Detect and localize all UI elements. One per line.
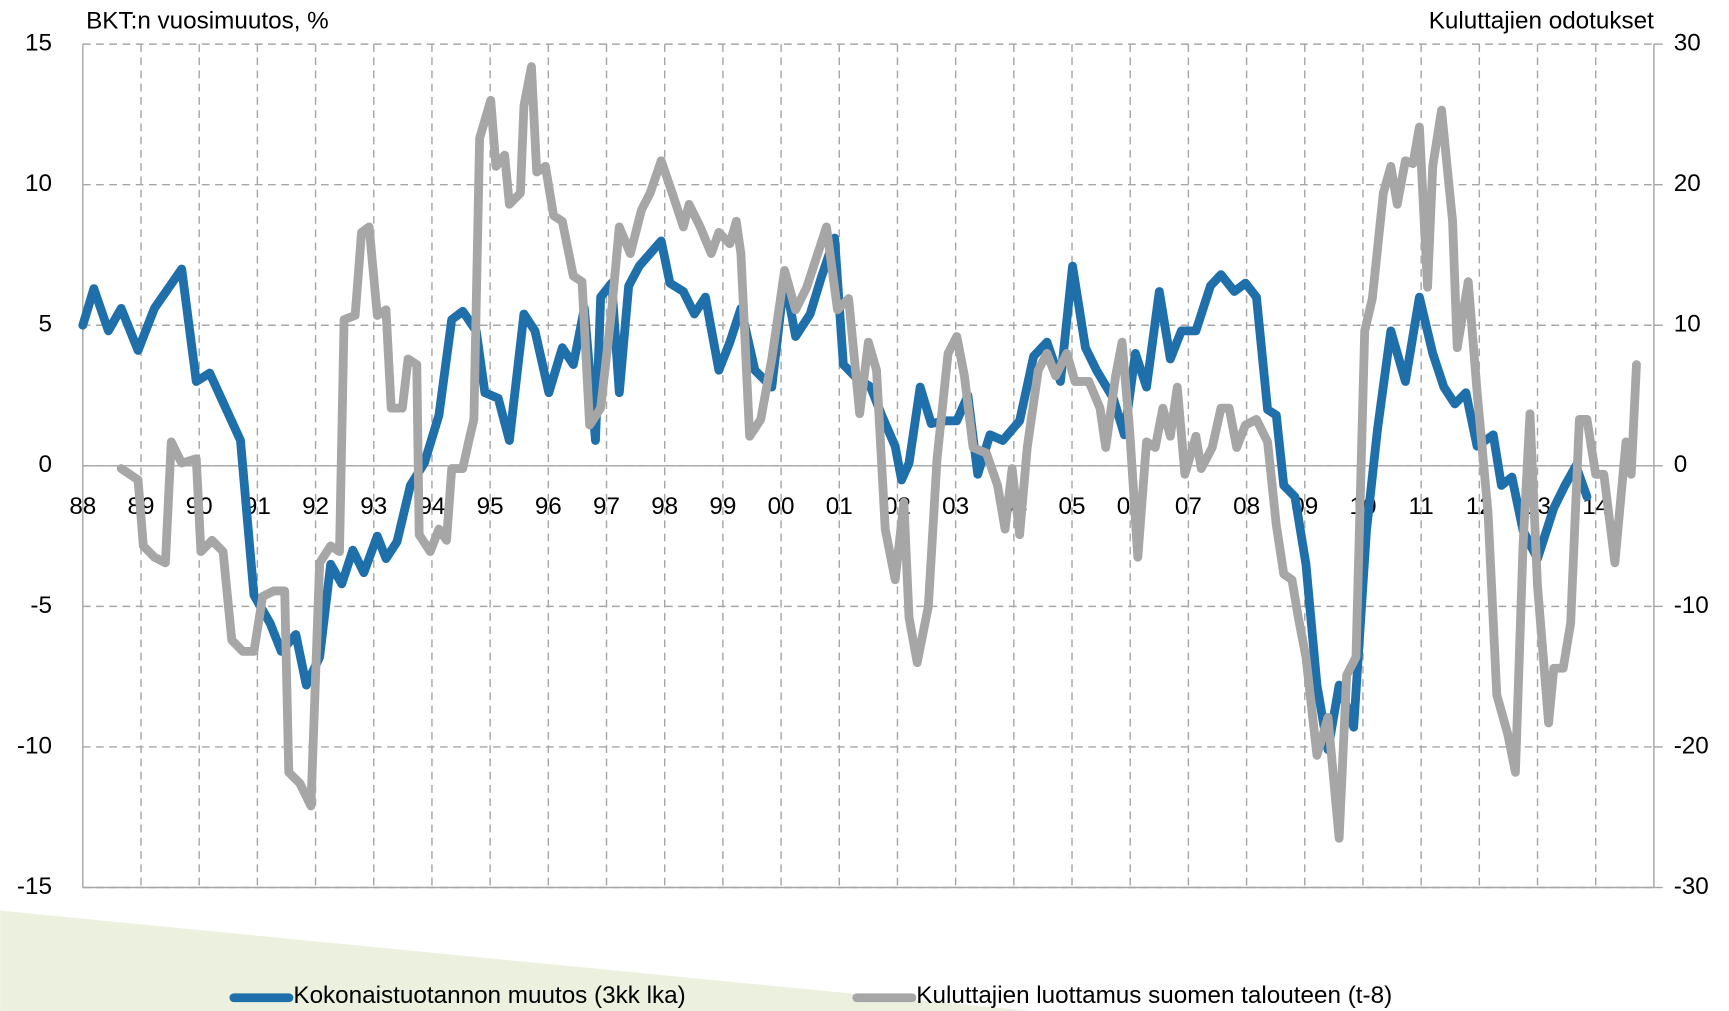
x-tick-label: 03 xyxy=(942,493,969,520)
y-tick-label: 15 xyxy=(25,30,52,57)
y-axis-title: BKT:n vuosimuutos, % xyxy=(86,7,329,34)
x-tick-label: 92 xyxy=(302,493,329,520)
y-tick-label: 0 xyxy=(38,451,52,478)
x-tick-label: 97 xyxy=(593,493,620,520)
series-line xyxy=(116,62,1641,843)
y-tick-label: -5 xyxy=(30,592,52,619)
y2-tick-label: 10 xyxy=(1674,311,1701,338)
x-tick-label: 99 xyxy=(709,493,736,520)
x-tick-label: 08 xyxy=(1233,493,1260,520)
x-tick-label: 93 xyxy=(360,493,387,520)
x-tick-label: 01 xyxy=(826,493,853,520)
y2-tick-label: 0 xyxy=(1674,451,1688,478)
y2-tick-label: 20 xyxy=(1674,170,1701,197)
y2-tick-label: -20 xyxy=(1674,732,1709,759)
y-tick-label: -15 xyxy=(17,873,52,900)
legend-background xyxy=(0,910,1031,1011)
legend-label: Kuluttajien luottamus suomen talouteen (… xyxy=(916,982,1392,1009)
x-tick-label: 00 xyxy=(768,493,795,520)
x-tick-label: 05 xyxy=(1059,493,1086,520)
y2-tick-label: 30 xyxy=(1674,30,1701,57)
x-tick-label: 07 xyxy=(1175,493,1202,520)
x-tick-label: 11 xyxy=(1409,493,1434,520)
x-tick-label: 88 xyxy=(69,493,96,520)
y-tick-label: 5 xyxy=(38,311,52,338)
y-tick-label: -10 xyxy=(17,732,52,759)
x-tick-label: 96 xyxy=(535,493,562,520)
legend-label: Kokonaistuotannon muutos (3kk lka) xyxy=(293,982,685,1009)
y2-tick-label: -30 xyxy=(1674,873,1709,900)
x-tick-label: 98 xyxy=(651,493,678,520)
y-tick-label: 10 xyxy=(25,170,52,197)
y2-axis-title: Kuluttajien odotukset xyxy=(1429,7,1654,34)
y2-tick-label: -10 xyxy=(1674,592,1709,619)
x-tick-label: 95 xyxy=(477,493,504,520)
